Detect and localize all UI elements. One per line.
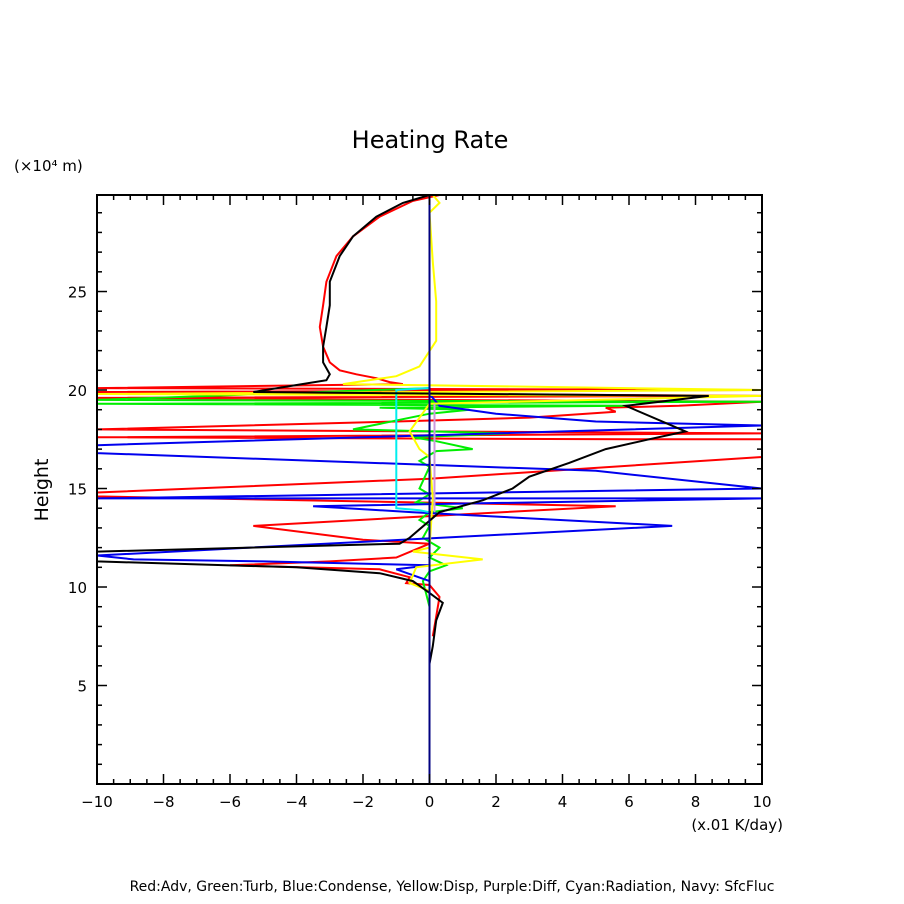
x-tick-label: −8 [152, 793, 174, 811]
x-tick-label: 6 [624, 793, 634, 811]
chart-title: Heating Rate [352, 126, 509, 154]
y-tick-label: 25 [68, 284, 87, 302]
x-tick-label: 0 [425, 793, 435, 811]
legend-text: Red:Adv, Green:Turb, Blue:Condense, Yell… [130, 879, 775, 895]
x-tick-label: 10 [752, 793, 771, 811]
x-tick-label: 8 [691, 793, 701, 811]
x-tick-label: −10 [81, 793, 113, 811]
x-tick-label: −2 [352, 793, 374, 811]
x-tick-label: −4 [285, 793, 307, 811]
x-tick-label: 2 [491, 793, 501, 811]
axis-layer: −10 −8 −6 −4 −2 0 2 4 6 8 10 5 10 15 20 25 [68, 194, 772, 811]
x-tick-label: 4 [558, 793, 568, 811]
series-line-radiation [395, 387, 430, 514]
series-line-disp [97, 195, 762, 637]
series-line-total [97, 195, 709, 664]
x-axis-unit-label: (x.01 K/day) [691, 816, 783, 834]
y-axis-label: Height [31, 459, 53, 522]
y-tick-label: 20 [68, 382, 87, 400]
y-axis-unit-label: (×10⁴ m) [14, 157, 83, 175]
series-line-adv [97, 195, 762, 637]
x-tick-label: −6 [219, 793, 241, 811]
y-tick-label: 5 [77, 678, 87, 696]
y-tick-label: 10 [68, 579, 87, 597]
y-tick-label: 15 [68, 481, 87, 499]
series-layer [97, 195, 762, 784]
